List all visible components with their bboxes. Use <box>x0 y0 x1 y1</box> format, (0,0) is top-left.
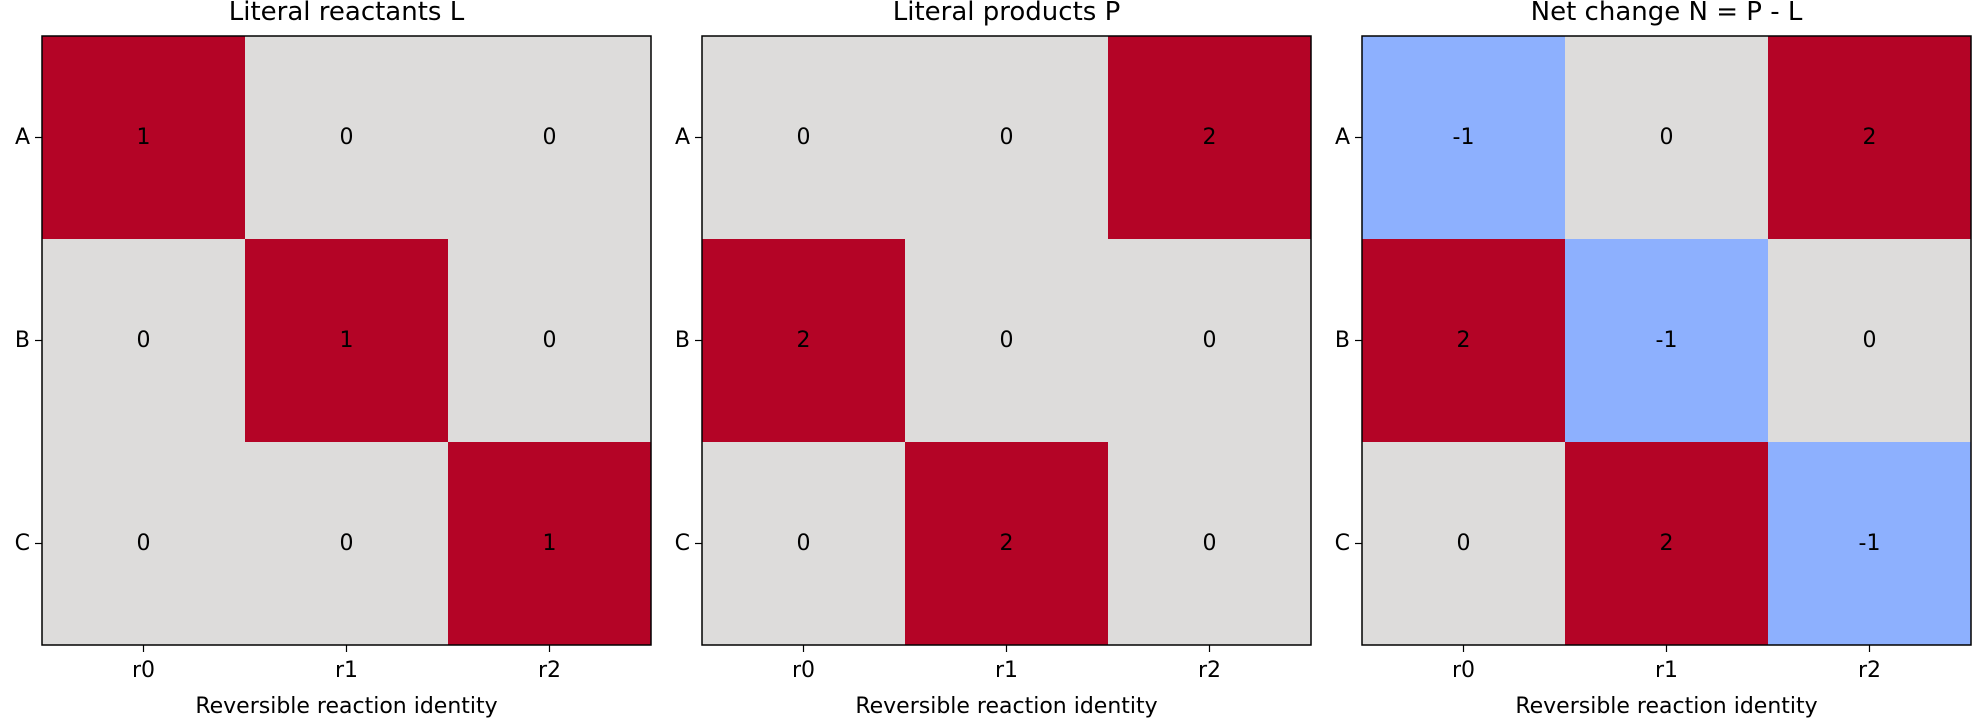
cell-value-label: 1 <box>340 328 354 353</box>
y-tick-label: A <box>15 125 30 150</box>
heatmap-cell <box>905 442 1109 646</box>
x-tick-label: r1 <box>335 658 358 683</box>
heatmap-cell <box>1565 36 1769 240</box>
cell-value-label: 0 <box>1000 328 1014 353</box>
cell-value-label: 0 <box>1203 531 1217 556</box>
x-tick-label: r0 <box>1452 658 1475 683</box>
cell-value-label: 2 <box>1457 328 1471 353</box>
heatmap-cell <box>1768 239 1972 443</box>
cell-value-label: 0 <box>543 328 557 353</box>
x-tick-label: r2 <box>1198 658 1221 683</box>
heatmap-cell <box>1768 36 1972 240</box>
cell-value-label: 0 <box>1863 328 1877 353</box>
heatmap-cell <box>1108 239 1312 443</box>
heatmap-cell <box>702 36 906 240</box>
cell-value-label: -1 <box>1859 531 1881 556</box>
heatmap-cell <box>905 239 1109 443</box>
x-tick-label: r0 <box>792 658 815 683</box>
y-tick-label: C <box>1335 531 1350 556</box>
heatmap-cell <box>448 36 652 240</box>
cell-value-label: 2 <box>1000 531 1014 556</box>
heatmap-cell <box>1565 239 1769 443</box>
y-tick-label: A <box>1335 125 1350 150</box>
cell-value-label: -1 <box>1656 328 1678 353</box>
heatmap-cell <box>905 36 1109 240</box>
cell-value-label: 0 <box>1000 125 1014 150</box>
heatmap-panel-0: 1 0 0 0 1 0 0 0 1 r0 r1 r2 A B C Literal reactants L Rev… <box>15 0 652 719</box>
heatmap-panel-1: 0 0 2 2 0 0 0 2 0 r0 r1 r2 A B C Literal products P Reve… <box>675 0 1312 719</box>
y-tick-label: C <box>15 531 30 556</box>
heatmap-cell <box>1108 442 1312 646</box>
x-tick-label: r0 <box>132 658 155 683</box>
cell-value-label: 2 <box>1660 531 1674 556</box>
x-tick-label: r2 <box>1858 658 1881 683</box>
cell-value-label: 0 <box>137 328 151 353</box>
cell-value-label: 2 <box>1863 125 1877 150</box>
heatmap-cell <box>702 239 906 443</box>
cell-value-label: 0 <box>797 531 811 556</box>
cell-value-label: 0 <box>1660 125 1674 150</box>
cell-value-label: 0 <box>340 531 354 556</box>
heatmap-cell <box>1362 442 1566 646</box>
heatmap-cell <box>702 442 906 646</box>
x-axis-label: Reversible reaction identity <box>855 694 1157 719</box>
cell-value-label: 0 <box>1457 531 1471 556</box>
heatmap-cell <box>448 239 652 443</box>
cell-value-label: 0 <box>1203 328 1217 353</box>
heatmap-cell <box>1362 239 1566 443</box>
heatmap-cell <box>42 239 246 443</box>
heatmap-cell <box>1768 442 1972 646</box>
heatmap-cell <box>1565 442 1769 646</box>
cell-value-label: 0 <box>137 531 151 556</box>
cell-value-label: 2 <box>1203 125 1217 150</box>
cell-value-label: -1 <box>1453 125 1475 150</box>
cell-value-label: 2 <box>797 328 811 353</box>
heatmap-cell <box>1362 36 1566 240</box>
heatmap-panel-2: -1 0 2 2 -1 0 0 2 -1 r0 r1 r2 A B C Net change N = P - … <box>1335 0 1972 719</box>
y-tick-label: B <box>675 328 690 353</box>
heatmap-cell <box>42 36 246 240</box>
x-tick-label: r1 <box>995 658 1018 683</box>
cell-value-label: 0 <box>543 125 557 150</box>
x-axis-label: Reversible reaction identity <box>195 694 497 719</box>
heatmap-cell <box>245 239 449 443</box>
chart-title: Net change N = P - L <box>1531 0 1803 27</box>
heatmap-cell <box>42 442 246 646</box>
y-tick-label: B <box>1335 328 1350 353</box>
x-axis-label: Reversible reaction identity <box>1515 694 1817 719</box>
heatmap-cell <box>448 442 652 646</box>
cell-value-label: 1 <box>543 531 557 556</box>
x-tick-label: r1 <box>1655 658 1678 683</box>
cell-value-label: 0 <box>797 125 811 150</box>
x-tick-label: r2 <box>538 658 561 683</box>
heatmap-cell <box>1108 36 1312 240</box>
cell-value-label: 1 <box>137 125 151 150</box>
y-tick-label: A <box>675 125 690 150</box>
y-tick-label: C <box>675 531 690 556</box>
cell-value-label: 0 <box>340 125 354 150</box>
y-tick-label: B <box>15 328 30 353</box>
heatmap-cell <box>245 36 449 240</box>
chart-title: Literal reactants L <box>229 0 465 27</box>
chart-title: Literal products P <box>893 0 1121 27</box>
heatmap-cell <box>245 442 449 646</box>
